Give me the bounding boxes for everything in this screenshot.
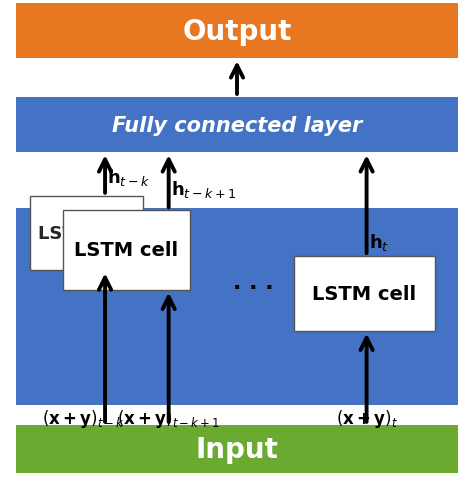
Bar	[16, 153, 458, 406]
Text: $(\mathbf{x+y})_{t-k+1}$: $(\mathbf{x+y})_{t-k+1}$	[117, 407, 220, 429]
Text: LSTM cell: LSTM cell	[312, 284, 416, 303]
Text: LSTM cell: LSTM cell	[38, 225, 134, 242]
Bar	[16, 153, 458, 208]
Text: Input: Input	[196, 435, 278, 463]
Text: LSTM cell: LSTM cell	[74, 241, 178, 260]
Text: . . .: . . .	[233, 273, 274, 293]
Bar	[30, 197, 143, 271]
Bar	[293, 257, 435, 331]
Bar	[16, 4, 458, 59]
Text: $\mathbf{h}_{t-k+1}$: $\mathbf{h}_{t-k+1}$	[171, 179, 236, 199]
Text: $\mathbf{h}_{t}$: $\mathbf{h}_{t}$	[369, 231, 389, 253]
Text: Output: Output	[182, 17, 292, 45]
Text: Fully connected layer: Fully connected layer	[112, 115, 362, 136]
Text: $\mathbf{h}_{t-k}$: $\mathbf{h}_{t-k}$	[108, 166, 151, 187]
Bar	[63, 211, 190, 290]
Text: $(\mathbf{x+y})_{t-k}$: $(\mathbf{x+y})_{t-k}$	[42, 407, 126, 429]
Bar	[16, 425, 458, 473]
Text: $(\mathbf{x+y})_{t}$: $(\mathbf{x+y})_{t}$	[336, 407, 398, 429]
Bar	[16, 98, 458, 153]
